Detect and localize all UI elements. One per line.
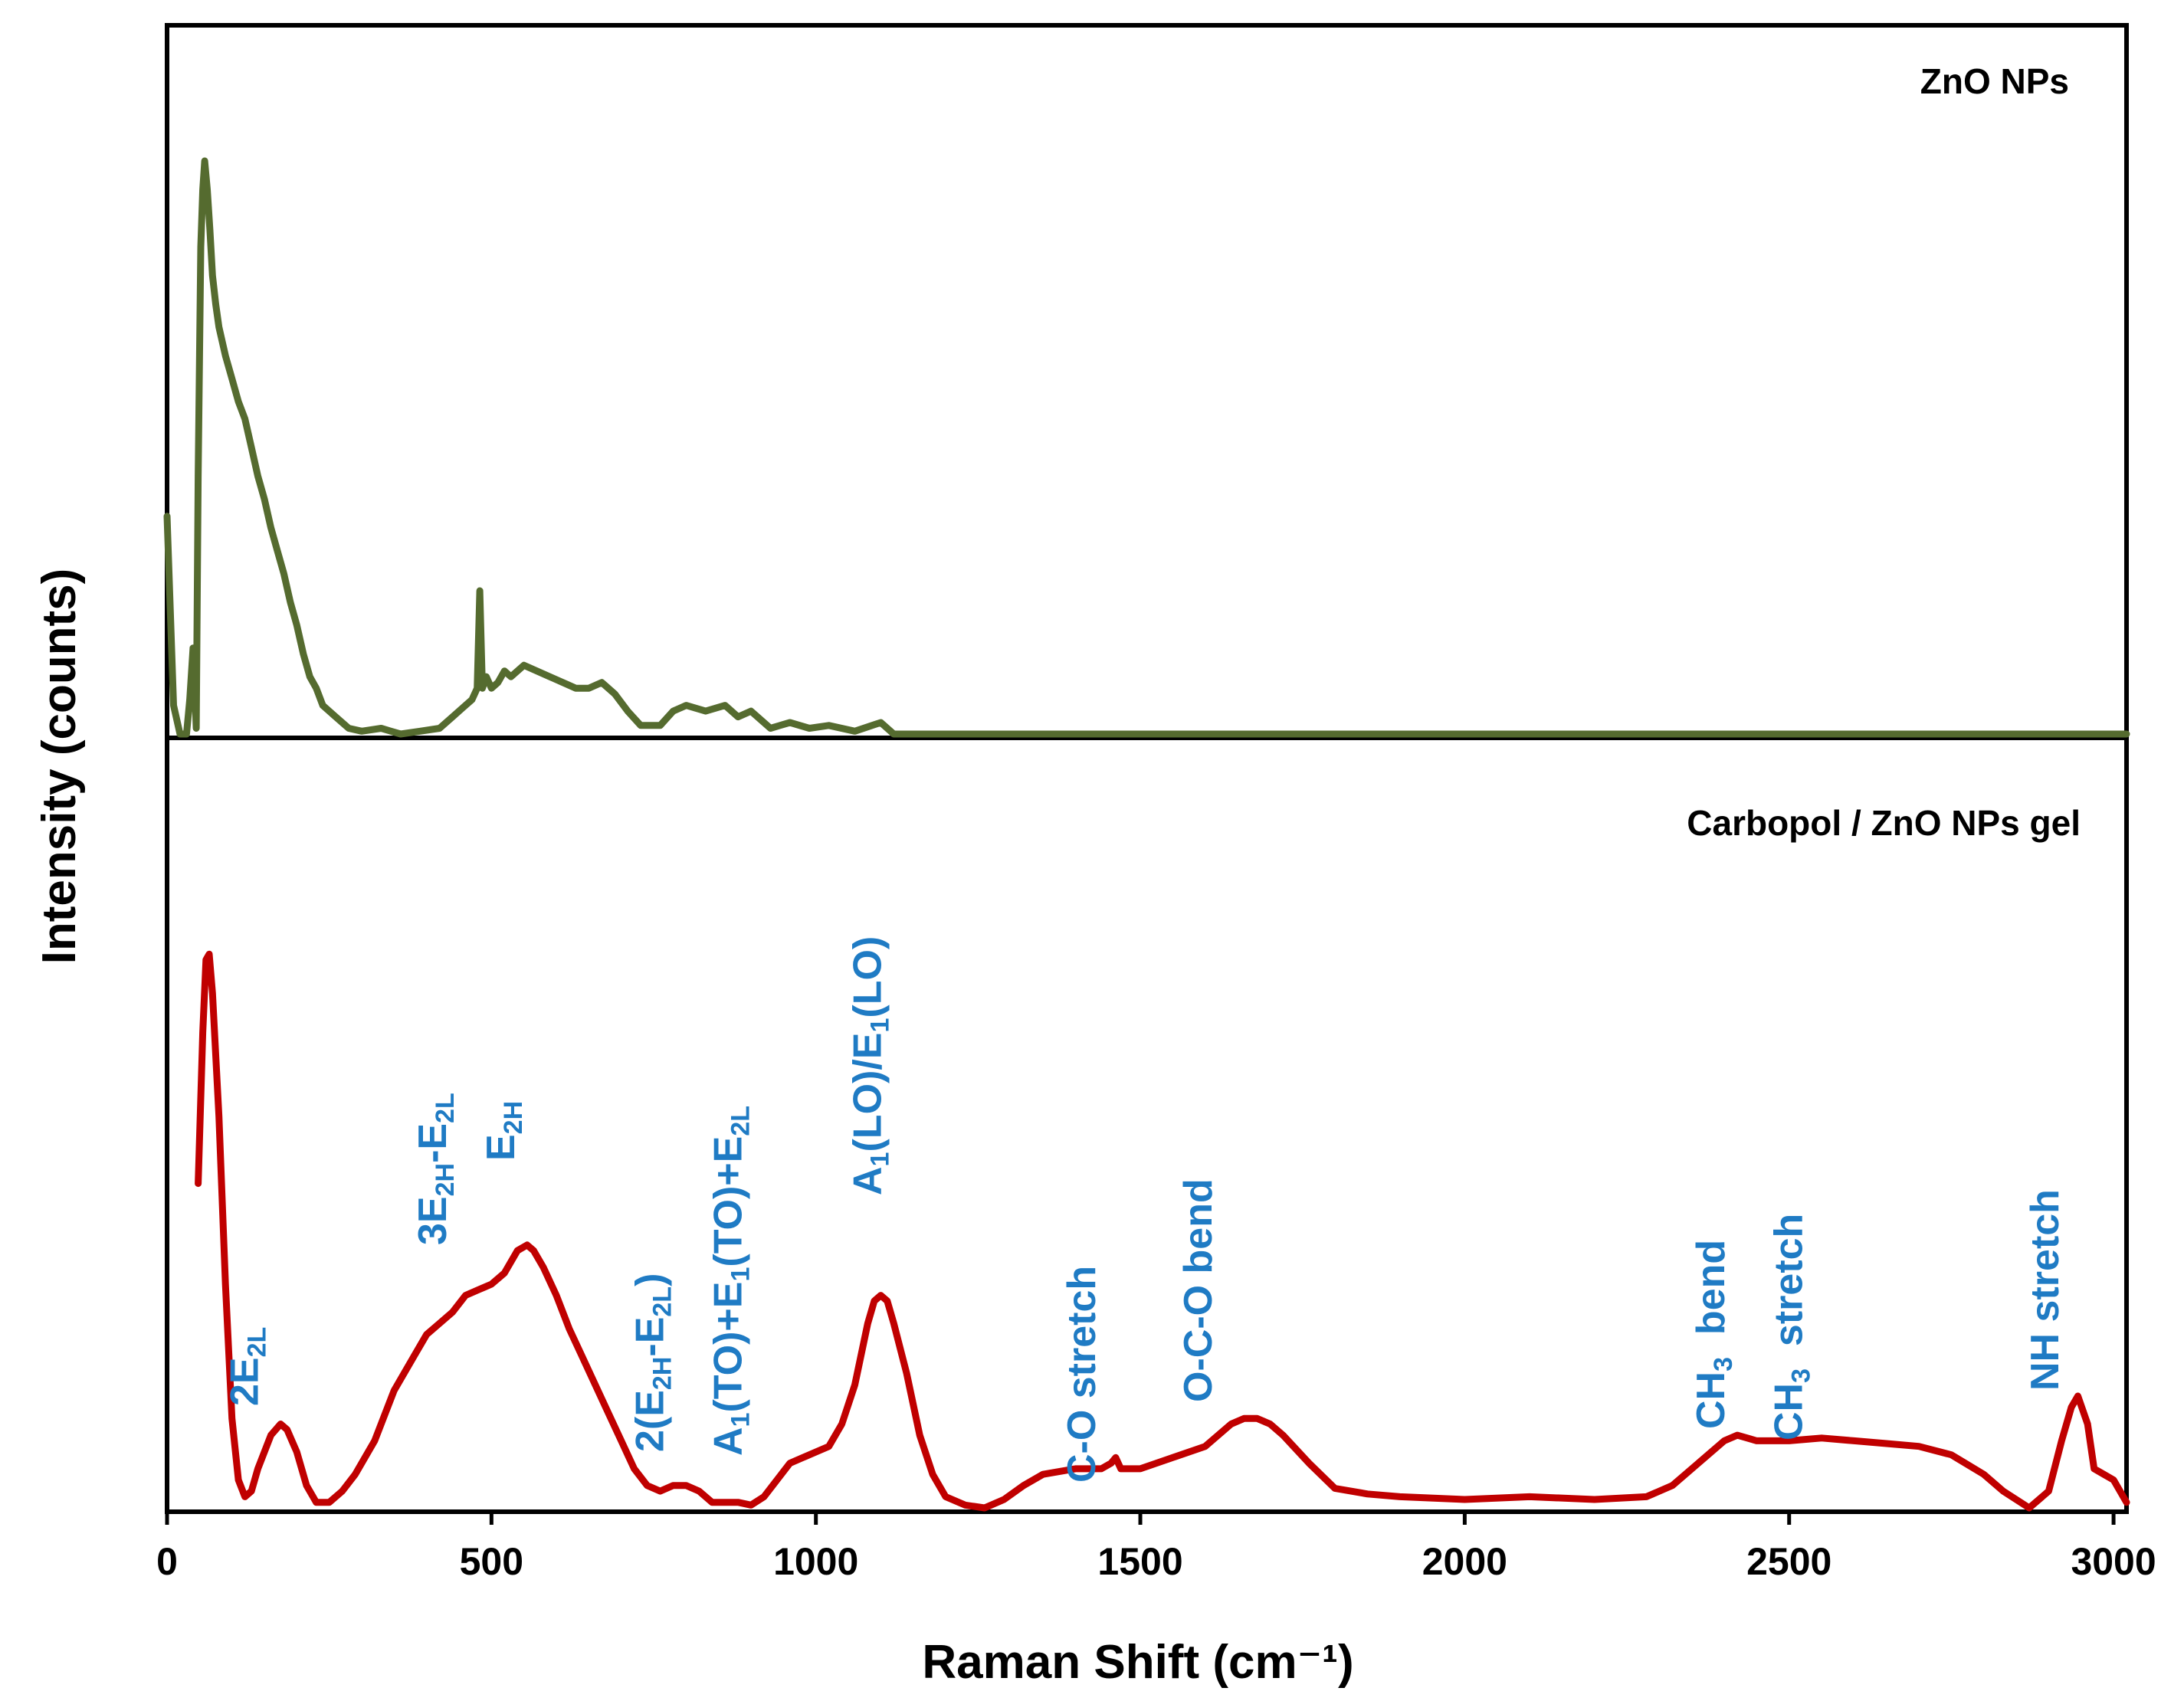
x-tick-label: 500: [460, 1540, 523, 1583]
annotation-o-c-o-bend: O-C-O bend: [1176, 1178, 1221, 1402]
bottom-panel-label: Carbopol / ZnO NPs gel: [1687, 803, 2081, 843]
top-panel-frame: [165, 23, 2129, 740]
bottom-panel-frame: [165, 736, 2129, 1514]
x-tick-label: 1000: [773, 1540, 858, 1583]
annotation-a1lo-e1lo: A1(LO)/E1(LO): [845, 936, 894, 1195]
x-axis-ticks: 0 500 1000 1500 2000 2500 3000: [156, 1512, 2156, 1583]
x-tick-label: 0: [156, 1540, 178, 1583]
x-tick-label: 2500: [1746, 1540, 1831, 1583]
annotation-ch3-bend: CH3 bend: [1689, 1240, 1738, 1429]
annotation-a1to-e1to-e2l: A1(TO)+E1(TO)+E2L: [706, 1106, 755, 1456]
annotation-e2h: E2H: [479, 1101, 528, 1161]
annotation-nh-stretch: NH stretch: [2023, 1189, 2068, 1391]
x-tick-label: 2000: [1422, 1540, 1507, 1583]
x-tick-label: 1500: [1097, 1540, 1182, 1583]
annotation-2-e2h-e2l: 2(E2H-E2L): [628, 1273, 677, 1452]
x-axis-title: Raman Shift (cm⁻¹): [922, 1636, 1353, 1689]
annotation-c-o-stretch: C-O stretch: [1060, 1266, 1104, 1483]
annotation-ch3-stretch: CH3 stretch: [1767, 1214, 1816, 1440]
x-tick-label: 3000: [2071, 1540, 2156, 1583]
annotation-2e2l: 2E2L: [223, 1327, 272, 1406]
gel-series-line: [195, 950, 2130, 1512]
y-axis-title: Intensity (counts): [33, 569, 86, 965]
annotation-3e2h-e2l: 3E2H-E2L: [411, 1093, 460, 1245]
zno-nps-series-line: [163, 157, 2130, 738]
top-panel-label: ZnO NPs: [1920, 61, 2069, 101]
peak-annotations: 2E2L 3E2H-E2L E2H 2(E2H-E2L) A1(TO)+E1(TO)+E…: [223, 936, 2068, 1483]
